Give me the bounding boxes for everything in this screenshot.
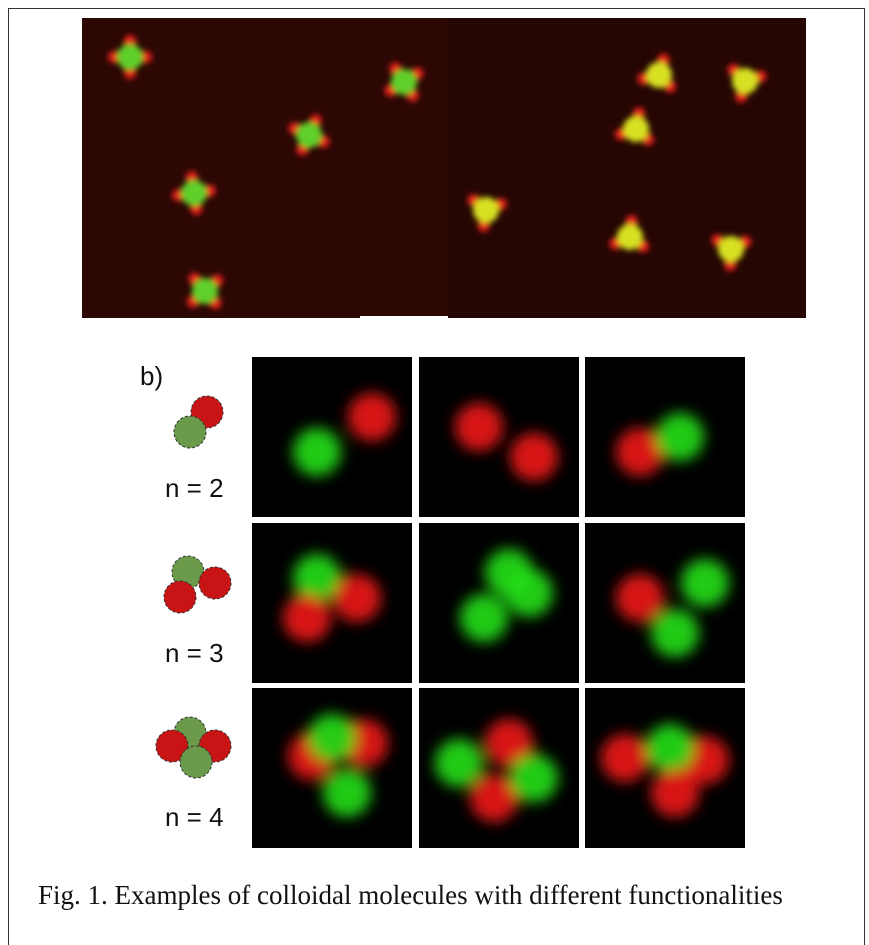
- particle: [333, 574, 381, 622]
- particle: [651, 769, 699, 817]
- particle: [616, 574, 664, 622]
- cluster-icons: [156, 396, 231, 778]
- panel-grid: [252, 357, 745, 848]
- particle: [601, 734, 649, 782]
- particle: [323, 769, 371, 817]
- particle: [510, 433, 558, 481]
- micrograph-bg-right: [447, 18, 806, 318]
- icon-sphere: [180, 746, 212, 778]
- particle: [646, 724, 694, 772]
- icon-sphere: [174, 416, 206, 448]
- core: [623, 116, 649, 142]
- micrograph-top: [82, 18, 806, 319]
- particle: [656, 413, 704, 461]
- core: [473, 197, 499, 223]
- icon-sphere: [199, 567, 231, 599]
- panel-bg: [585, 523, 745, 683]
- row-label: n = 2: [165, 473, 224, 503]
- particle: [485, 549, 533, 597]
- particle: [460, 594, 508, 642]
- figure-page: b) n = 2 n = 3 n = 4 Fig. 1. Examples of…: [0, 0, 869, 945]
- core: [296, 122, 322, 148]
- core: [181, 180, 207, 206]
- core: [192, 278, 218, 304]
- panel-bg: [252, 523, 412, 683]
- core: [391, 69, 417, 95]
- core: [617, 224, 643, 250]
- scale-bar: [360, 316, 448, 319]
- particle: [455, 403, 503, 451]
- caption: Fig. 1. Examples of colloidal molecules …: [38, 880, 783, 910]
- particle: [681, 559, 729, 607]
- core: [732, 68, 758, 94]
- core: [718, 236, 744, 262]
- particle: [651, 609, 699, 657]
- particle: [510, 754, 558, 802]
- particle: [308, 714, 356, 762]
- row-label: n = 3: [165, 638, 224, 668]
- particle: [293, 428, 341, 476]
- particle: [348, 393, 396, 441]
- panel-label: b): [140, 361, 163, 391]
- particle: [435, 739, 483, 787]
- row-label: n = 4: [165, 802, 224, 832]
- core: [646, 62, 672, 88]
- colloid: [187, 273, 223, 309]
- icon-sphere: [164, 581, 196, 613]
- particle: [283, 594, 331, 642]
- core: [117, 44, 143, 70]
